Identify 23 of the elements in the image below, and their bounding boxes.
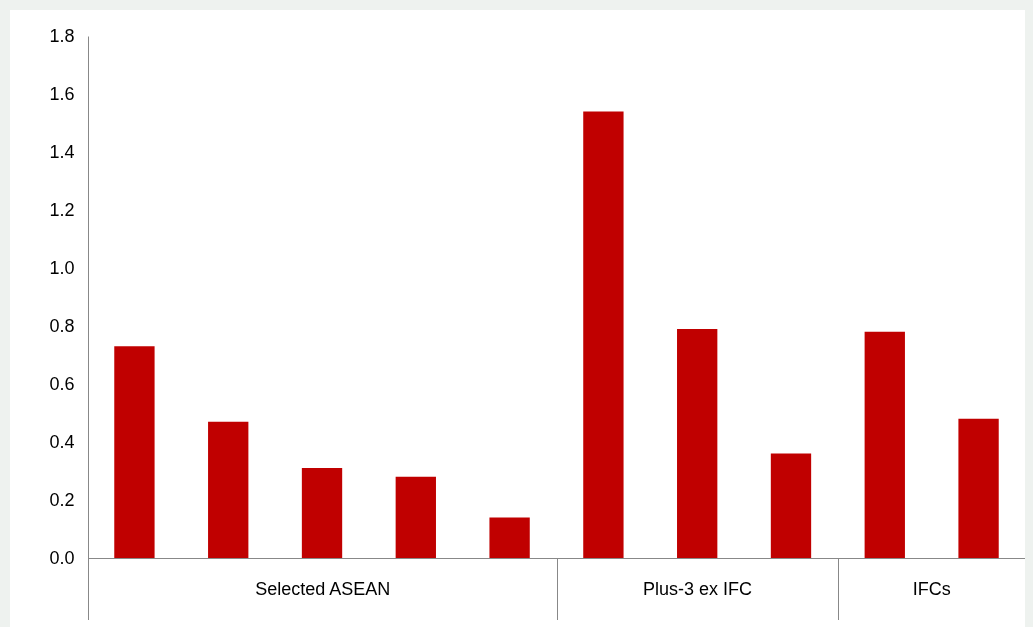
text: Selected ASEAN: [88, 558, 557, 620]
bar: [301, 468, 343, 558]
bar: [208, 421, 249, 558]
y-tick-label: 0.2: [49, 489, 75, 510]
text: Plus-3 ex IFC: [556, 558, 838, 620]
bar: [114, 346, 155, 558]
bar: [864, 331, 905, 558]
bar: [958, 418, 999, 558]
bar: [489, 517, 530, 558]
y-tick-label: 0.4: [49, 431, 75, 452]
y-tick-label: 1.6: [49, 83, 75, 104]
text: IFCs: [837, 558, 1025, 620]
y-tick-label: 1.4: [49, 141, 75, 162]
bar: [395, 476, 436, 558]
y-tick-label: 1.8: [49, 25, 75, 46]
y-tick-label: 1.0: [49, 257, 75, 278]
y-tick-label: 0.0: [49, 547, 75, 568]
bar: [677, 328, 718, 558]
y-tick-label: 1.2: [49, 199, 75, 220]
bar: [583, 111, 624, 558]
y-tick-label: 0.6: [49, 373, 75, 394]
y-tick-label: 0.8: [49, 315, 75, 336]
bar: [770, 453, 812, 558]
